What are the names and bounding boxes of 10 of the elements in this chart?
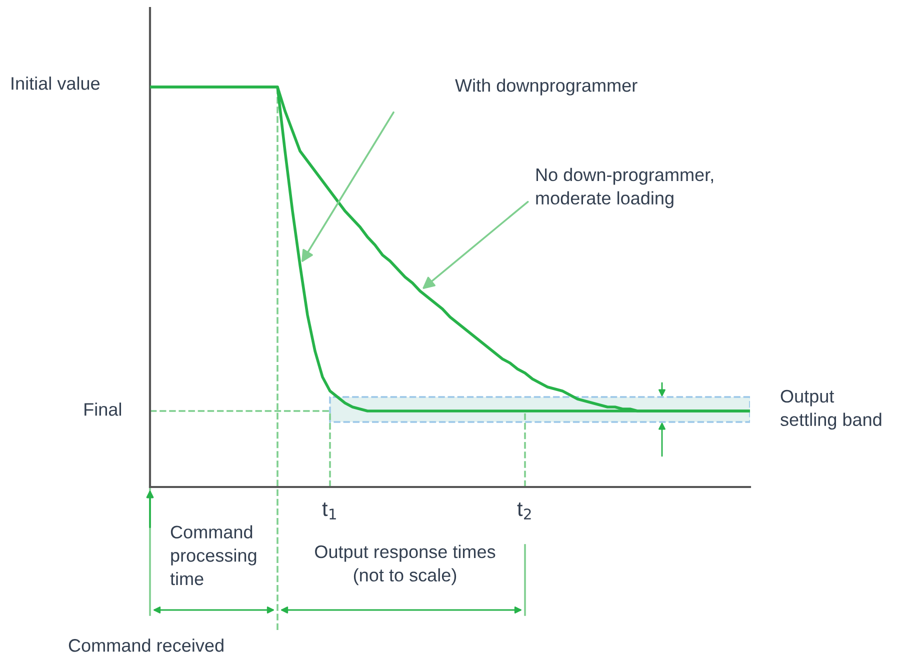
text: Command processing time	[170, 525, 256, 586]
annotation: No down-programmer, moderate loading	[536, 168, 713, 208]
text: Command received	[68, 638, 224, 652]
band-label: Output settling band	[780, 390, 882, 430]
ref-line-label: Final	[84, 402, 122, 416]
x-tick-label: t$_{2}$	[517, 502, 531, 520]
text: Output response times (not to scale)	[315, 544, 496, 586]
x-tick-label: t$_{1}$	[322, 502, 336, 520]
annotation: With downprogrammer	[455, 78, 638, 96]
text: Initial value	[12, 76, 100, 90]
